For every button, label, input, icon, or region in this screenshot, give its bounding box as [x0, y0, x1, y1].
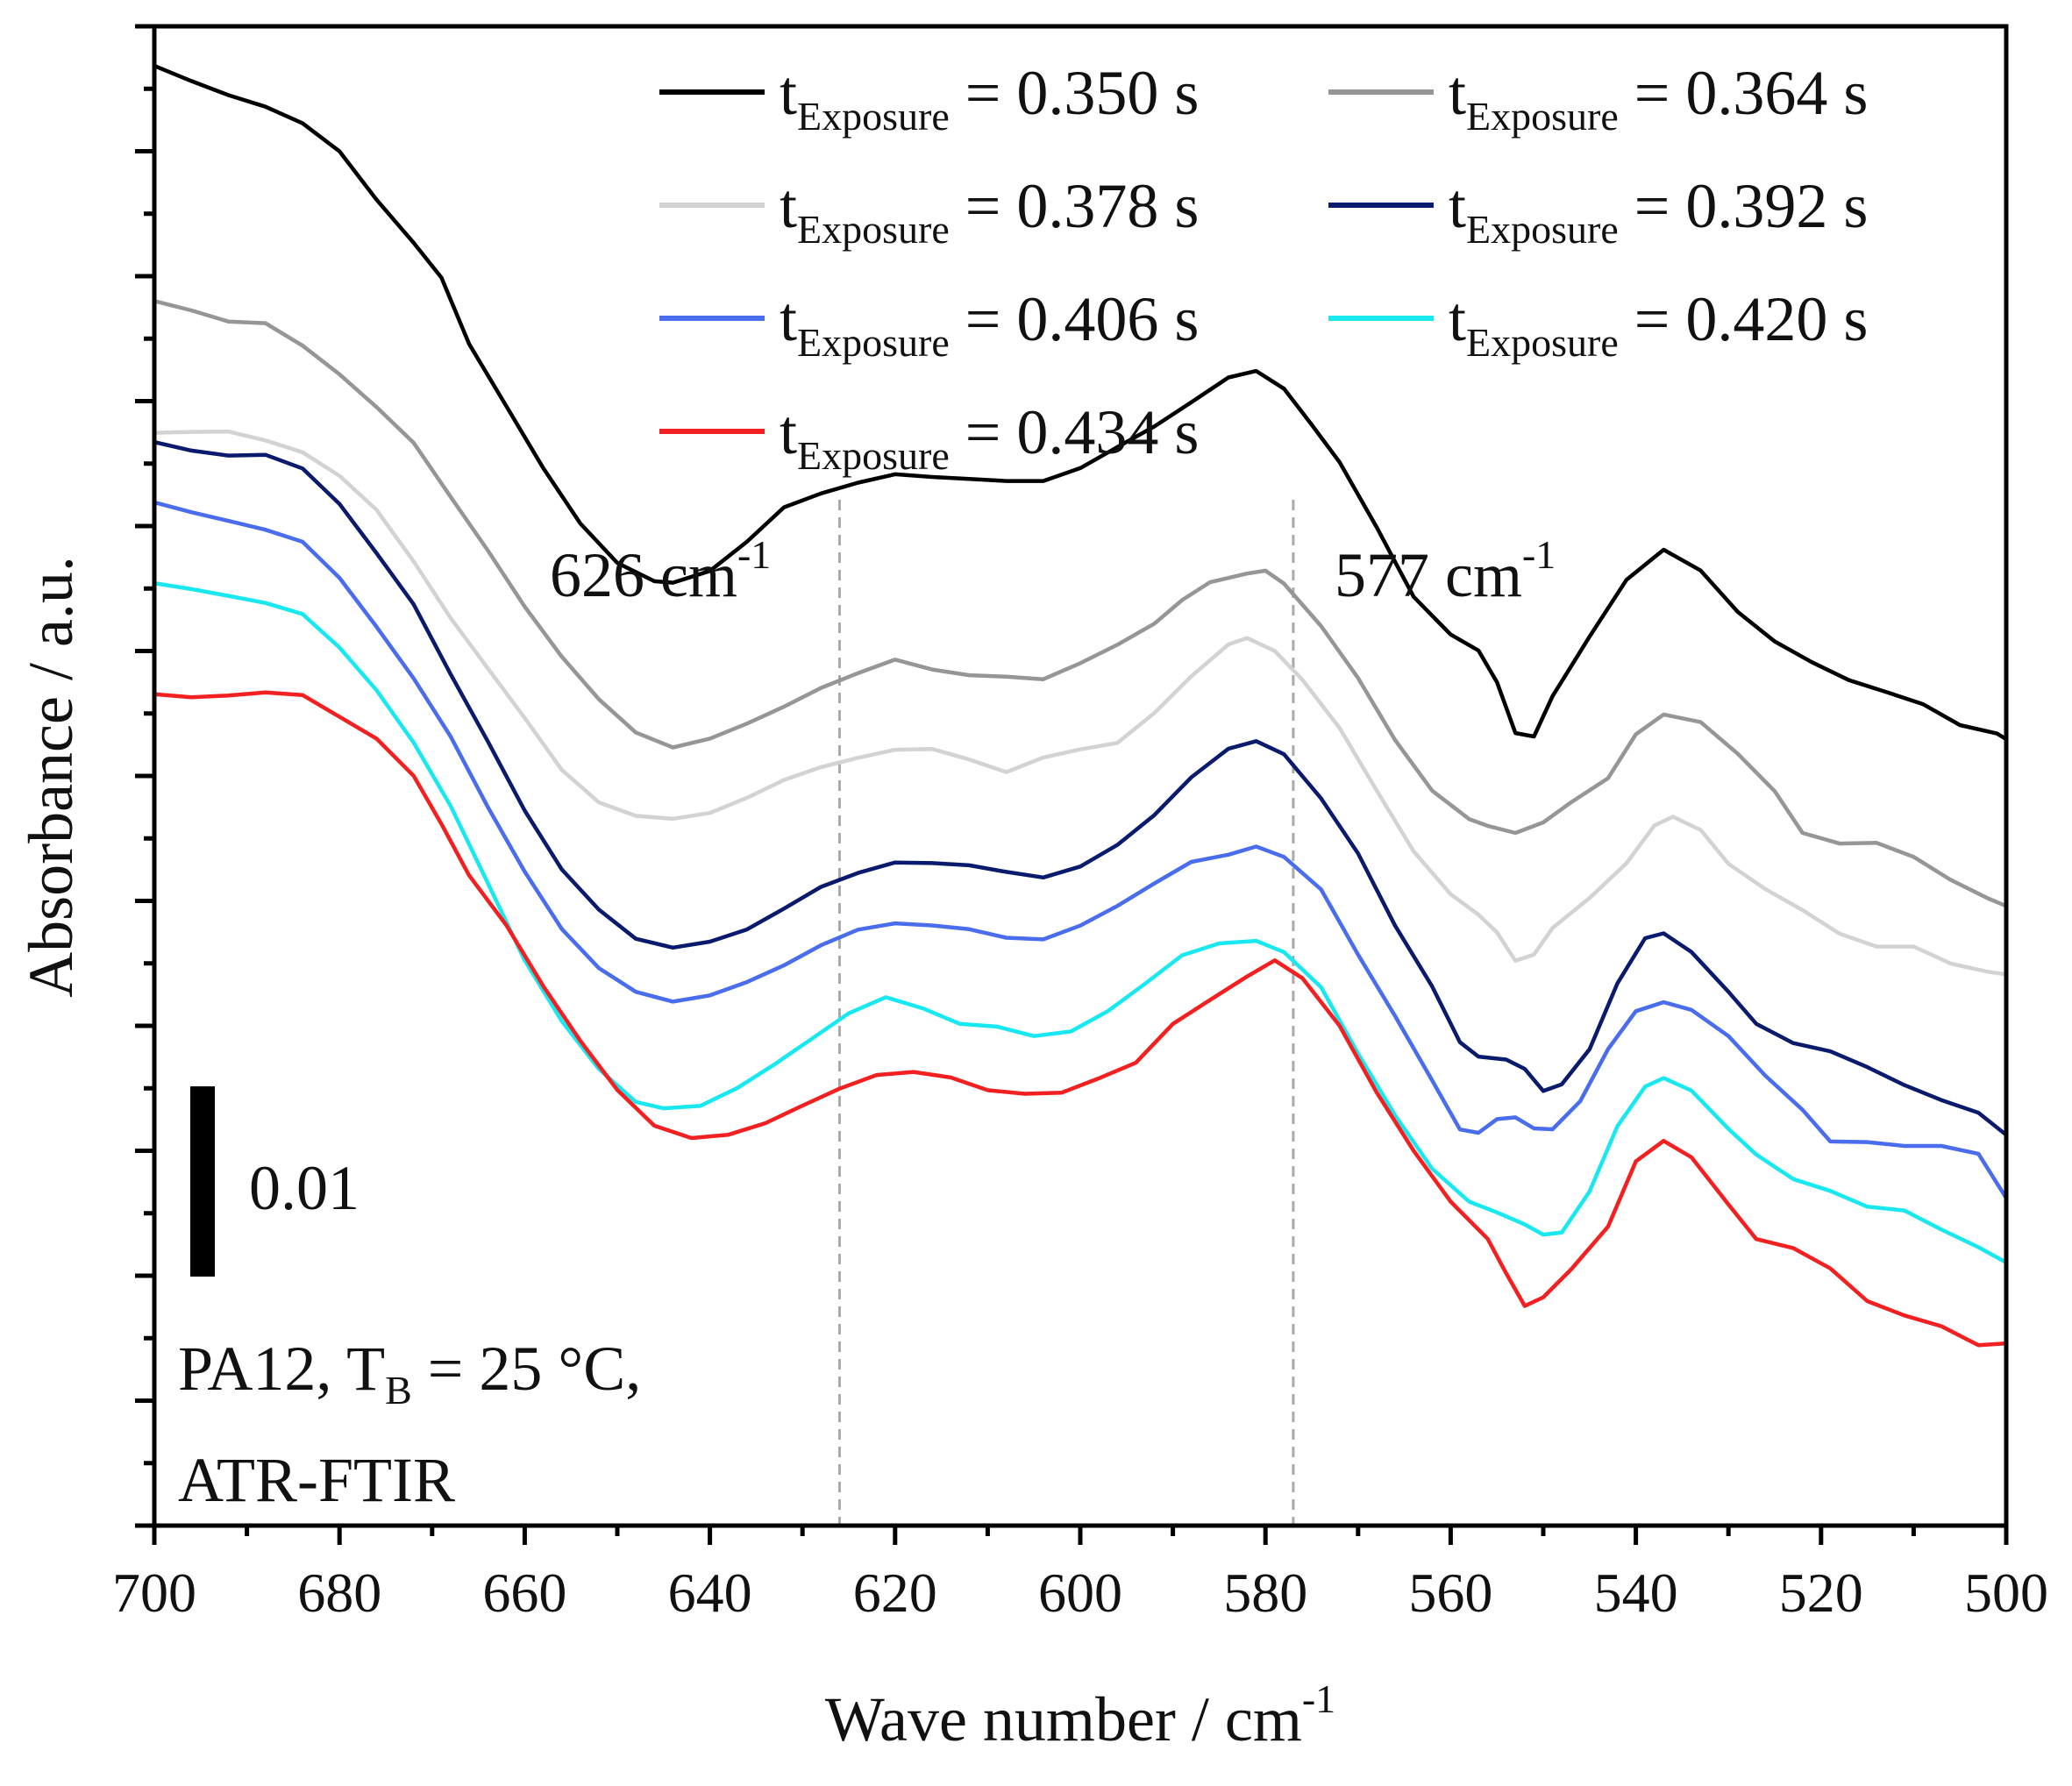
legend-label-sub-3: Exposure — [1466, 207, 1619, 252]
ref-label-626-text: 626 cm — [550, 540, 737, 610]
x-tick-label-540: 540 — [1594, 1562, 1678, 1624]
legend-label-value-3: = 0.392 s — [1619, 171, 1869, 241]
sample-annotation-post: = 25 °C, — [412, 1334, 641, 1404]
legend-label-value-0: = 0.350 s — [950, 58, 1200, 128]
scale-bar-label: 0.01 — [249, 1153, 360, 1223]
sample-annotation-line1: PA12, TB = 25 °C, — [178, 1334, 641, 1412]
legend-label-2: tExposure = 0.378 s — [780, 171, 1199, 252]
legend-label-sub-4: Exposure — [797, 320, 950, 365]
x-tick-label-620: 620 — [853, 1562, 937, 1624]
ref-label-577-text: 577 cm — [1335, 540, 1522, 610]
x-tick-label-500: 500 — [1964, 1562, 2048, 1624]
legend-label-prefix-4: t — [780, 284, 797, 354]
legend-label-value-5: = 0.420 s — [1619, 284, 1869, 354]
legend-label-value-2: = 0.378 s — [950, 171, 1200, 241]
series-line-3 — [152, 439, 2009, 1137]
legend-label-prefix-6: t — [780, 397, 797, 467]
legend-label-value-1: = 0.364 s — [1619, 58, 1869, 128]
x-tick-label-660: 660 — [482, 1562, 566, 1624]
x-axis-tick-labels: 700 680 660 640 620 600 580 560 540 520 500 — [112, 1562, 2048, 1624]
legend-label-1: tExposure = 0.364 s — [1449, 58, 1868, 139]
x-axis-title: Wave number / cm-1 — [825, 1676, 1335, 1754]
series-layer — [152, 63, 2009, 1348]
x-tick-label-640: 640 — [668, 1562, 752, 1624]
legend-label-0: tExposure = 0.350 s — [780, 58, 1199, 139]
legend: tExposure = 0.350 s tExposure = 0.364 stE… — [659, 58, 1868, 478]
legend-label-prefix-3: t — [1449, 171, 1466, 241]
series-line-2 — [152, 429, 2009, 977]
legend-label-6: tExposure = 0.434 s — [780, 397, 1199, 478]
scale-bar — [190, 1086, 215, 1277]
sample-annotation-sub: B — [385, 1368, 412, 1412]
series-line-6 — [152, 690, 2009, 1348]
legend-label-prefix-2: t — [780, 171, 797, 241]
legend-label-3: tExposure = 0.392 s — [1449, 171, 1868, 252]
x-tick-label-700: 700 — [112, 1562, 196, 1624]
series-line-5 — [152, 580, 2009, 1265]
y-axis-ticks — [135, 24, 154, 1528]
legend-label-value-4: = 0.406 s — [950, 284, 1200, 354]
legend-label-prefix-5: t — [1449, 284, 1466, 354]
legend-label-sub-2: Exposure — [797, 207, 950, 252]
legend-label-sub-5: Exposure — [1466, 320, 1619, 365]
legend-label-sub-0: Exposure — [797, 94, 950, 139]
series-line-4 — [152, 500, 2009, 1200]
ref-label-577: 577 cm-1 — [1335, 532, 1556, 610]
series-line-0 — [152, 63, 2009, 742]
legend-label-sub-6: Exposure — [797, 433, 950, 478]
ref-label-626: 626 cm-1 — [550, 532, 771, 610]
reference-lines — [837, 500, 1295, 1526]
x-tick-label-680: 680 — [297, 1562, 381, 1624]
sample-annotation-pre: PA12, T — [178, 1334, 385, 1404]
legend-label-prefix-0: t — [780, 58, 797, 128]
series-line-1 — [152, 299, 2009, 908]
x-axis-title-sup: -1 — [1302, 1676, 1335, 1721]
x-tick-label-600: 600 — [1038, 1562, 1122, 1624]
x-axis-ticks — [152, 1526, 2009, 1545]
y-axis-title: Absorbance / a.u. — [16, 556, 86, 998]
legend-label-value-6: = 0.434 s — [950, 397, 1200, 467]
x-axis-title-text: Wave number / cm — [825, 1684, 1302, 1754]
x-tick-label-520: 520 — [1779, 1562, 1863, 1624]
legend-label-sub-1: Exposure — [1466, 94, 1619, 139]
ref-label-626-sup: -1 — [737, 532, 771, 577]
sample-annotation-line2: ATR-FTIR — [178, 1445, 455, 1515]
legend-label-5: tExposure = 0.420 s — [1449, 284, 1868, 365]
x-tick-label-580: 580 — [1223, 1562, 1307, 1624]
legend-label-4: tExposure = 0.406 s — [780, 284, 1199, 365]
x-tick-label-560: 560 — [1408, 1562, 1492, 1624]
legend-label-prefix-1: t — [1449, 58, 1466, 128]
ref-label-577-sup: -1 — [1522, 532, 1556, 577]
